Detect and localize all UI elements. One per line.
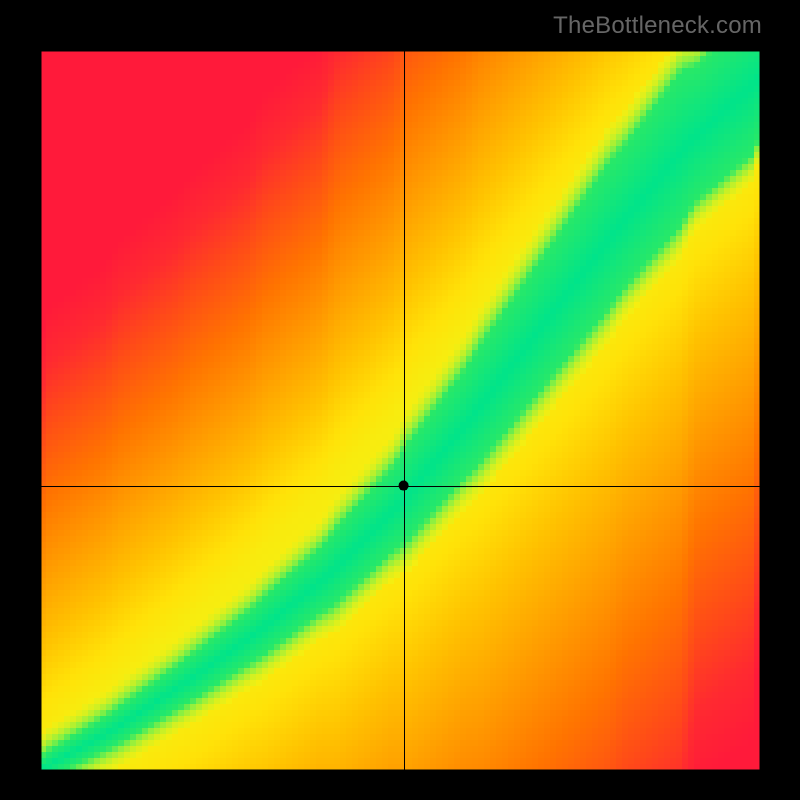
watermark-text: TheBottleneck.com [553, 12, 762, 40]
chart-container: { "canvas": { "width": 800, "height": 80… [0, 0, 800, 800]
bottleneck-heatmap [0, 0, 800, 800]
